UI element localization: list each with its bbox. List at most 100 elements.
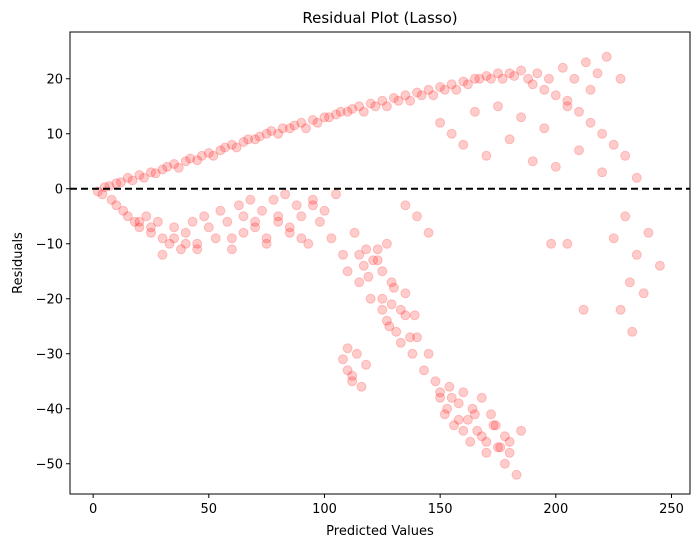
data-point xyxy=(129,216,140,227)
y-tick-label: −20 xyxy=(36,292,63,307)
y-tick-label: 10 xyxy=(46,127,63,142)
data-point xyxy=(273,211,284,222)
data-point xyxy=(386,277,397,288)
data-point xyxy=(233,200,244,211)
data-point xyxy=(430,376,441,387)
data-point xyxy=(358,106,369,117)
data-point xyxy=(361,359,372,370)
data-point xyxy=(627,326,638,337)
data-point xyxy=(504,436,515,447)
data-point xyxy=(245,194,256,205)
data-point xyxy=(499,431,510,442)
data-point xyxy=(122,172,133,183)
data-point xyxy=(284,123,295,134)
data-point xyxy=(527,79,538,90)
data-point xyxy=(574,145,584,156)
data-point xyxy=(412,211,422,222)
data-point xyxy=(458,76,469,87)
data-point xyxy=(157,164,168,175)
data-point xyxy=(574,106,584,117)
y-tick-label: 20 xyxy=(46,72,63,87)
data-point xyxy=(377,266,388,277)
data-point xyxy=(474,73,485,84)
data-point xyxy=(435,82,446,92)
data-point xyxy=(180,156,191,167)
data-point xyxy=(435,117,446,128)
x-tick-label: 250 xyxy=(659,502,684,517)
data-point xyxy=(324,112,335,123)
data-point xyxy=(347,104,358,114)
data-point xyxy=(335,106,346,117)
data-point xyxy=(331,109,341,120)
data-point xyxy=(347,376,358,387)
data-point xyxy=(192,155,203,166)
data-point xyxy=(386,299,397,310)
data-point xyxy=(122,211,133,222)
data-point xyxy=(620,211,631,222)
data-point xyxy=(481,436,492,447)
data-point xyxy=(608,139,619,150)
data-point xyxy=(127,175,138,186)
data-point xyxy=(504,447,515,458)
data-point xyxy=(509,71,520,81)
data-point xyxy=(97,189,108,200)
data-point xyxy=(631,172,642,183)
scatter-points xyxy=(92,51,665,480)
data-point xyxy=(481,447,492,458)
data-point xyxy=(372,244,383,255)
data-point xyxy=(152,216,163,227)
data-point xyxy=(372,255,383,266)
data-point xyxy=(301,123,311,134)
data-point xyxy=(592,68,603,79)
y-tick-label: −30 xyxy=(36,347,63,362)
data-point xyxy=(338,354,348,365)
data-point xyxy=(215,145,226,156)
data-point xyxy=(347,370,358,381)
data-point xyxy=(654,260,665,271)
data-point xyxy=(331,189,341,200)
x-tick-label: 200 xyxy=(543,502,568,517)
data-point xyxy=(439,84,450,95)
data-point xyxy=(261,128,272,139)
data-point xyxy=(405,332,416,343)
data-point xyxy=(192,238,203,249)
data-point xyxy=(499,458,510,469)
data-point xyxy=(215,205,226,216)
data-point xyxy=(307,200,318,211)
data-point xyxy=(377,304,388,315)
data-point xyxy=(273,216,284,227)
data-point xyxy=(407,348,418,359)
data-point xyxy=(643,227,654,238)
data-point xyxy=(585,84,596,95)
data-point xyxy=(363,271,374,282)
data-point xyxy=(349,227,360,238)
data-point xyxy=(134,170,145,180)
data-point xyxy=(435,392,446,403)
data-point xyxy=(342,106,353,117)
chart-title: Residual Plot (Lasso) xyxy=(302,9,457,27)
data-point xyxy=(550,161,561,172)
data-point xyxy=(277,123,288,134)
data-point xyxy=(388,93,399,103)
data-point xyxy=(370,101,381,112)
data-point xyxy=(354,101,365,112)
data-point xyxy=(497,73,508,84)
data-point xyxy=(231,142,242,153)
data-point xyxy=(532,68,543,79)
data-point xyxy=(296,117,307,128)
data-point xyxy=(291,200,302,211)
y-tick-label: −40 xyxy=(36,402,63,417)
data-point xyxy=(481,71,492,81)
data-point xyxy=(254,131,265,142)
data-point xyxy=(106,194,117,205)
data-point xyxy=(458,387,469,398)
data-point xyxy=(393,95,404,106)
data-point xyxy=(377,293,388,304)
data-point xyxy=(419,365,429,376)
data-point xyxy=(451,84,462,95)
data-point xyxy=(169,159,180,169)
data-point xyxy=(469,73,480,84)
data-point xyxy=(307,115,318,125)
data-point xyxy=(409,310,420,321)
data-point xyxy=(412,87,422,98)
